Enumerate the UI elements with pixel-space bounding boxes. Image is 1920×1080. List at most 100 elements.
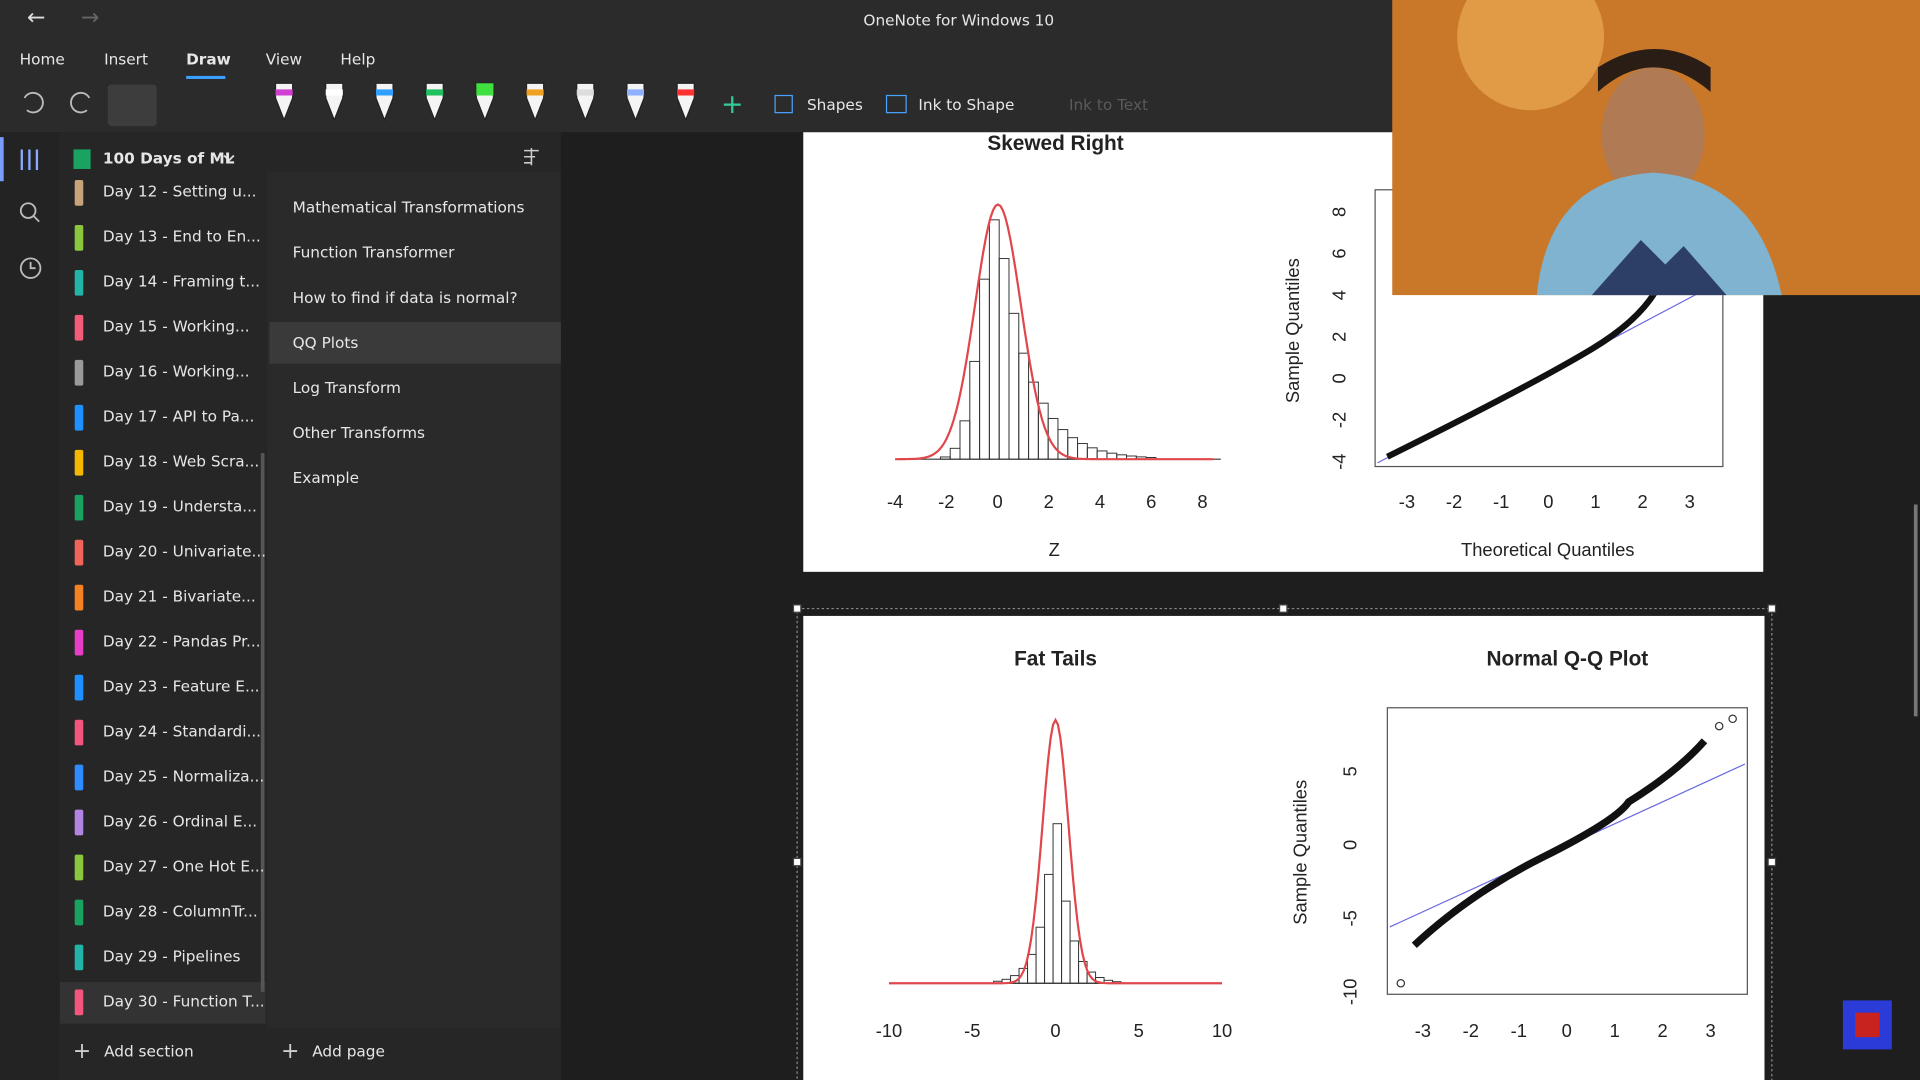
resize-handle[interactable]: [792, 604, 802, 613]
section-tab[interactable]: Day 13 - End to En...: [103, 228, 261, 246]
section-tab-color: [74, 404, 84, 431]
x-tick-label: -4: [887, 491, 903, 512]
resize-handle[interactable]: [1278, 604, 1288, 613]
density-curve: [895, 203, 1214, 461]
resize-handle[interactable]: [792, 857, 802, 867]
qq-outlier: [1714, 721, 1724, 731]
x-tick-label: 0: [992, 491, 1002, 512]
x-tick-label: 4: [1095, 491, 1105, 512]
qq-outlier: [1396, 978, 1406, 988]
page-tab[interactable]: Example: [293, 469, 359, 487]
x-tick-label: 1: [1590, 491, 1600, 512]
section-tab-color: [74, 314, 84, 341]
y-tick-label: -2: [1329, 412, 1350, 428]
section-tab-color: [74, 809, 84, 836]
section-tab[interactable]: Day 18 - Web Scra...: [103, 453, 259, 471]
x-tick-label: -3: [1399, 491, 1415, 512]
axis-label: Sample Quantiles: [1289, 780, 1310, 925]
image-fat-tails[interactable]: [803, 615, 1765, 1080]
forward-button: →: [81, 5, 99, 30]
y-tick-label: -5: [1340, 910, 1361, 926]
chart-title: Skewed Right: [987, 132, 1123, 155]
section-tab[interactable]: Day 26 - Ordinal E...: [103, 812, 257, 830]
section-tab[interactable]: Day 27 - One Hot E...: [103, 857, 265, 875]
section-tab[interactable]: Day 12 - Setting u...: [103, 183, 257, 201]
section-tab-color: [74, 989, 84, 1016]
add-section-button[interactable]: Add section: [104, 1042, 194, 1060]
page-tab[interactable]: Mathematical Transformations: [293, 199, 525, 217]
page-tab[interactable]: Function Transformer: [293, 244, 455, 262]
x-tick-label: -3: [1415, 1020, 1431, 1041]
section-tab-color: [74, 584, 84, 611]
page-tab[interactable]: QQ Plots: [293, 334, 359, 352]
add-pen[interactable]: +: [721, 89, 744, 120]
shapes-button[interactable]: Shapes: [807, 96, 863, 114]
section-tab[interactable]: Day 15 - Working...: [103, 318, 250, 336]
shapes-icon: [774, 94, 793, 114]
resize-handle[interactable]: [1767, 857, 1777, 867]
section-tab[interactable]: Day 29 - Pipelines: [103, 947, 241, 965]
menu-tab[interactable]: Help: [340, 50, 375, 68]
pen-color: [677, 89, 695, 96]
section-tab-color: [74, 629, 84, 656]
section-tab-color: [74, 224, 84, 251]
x-tick-label: 10: [1212, 1020, 1232, 1041]
back-button[interactable]: ←: [27, 5, 45, 30]
chart-title: Normal Q-Q Plot: [1486, 648, 1648, 671]
x-tick-label: -2: [1446, 491, 1462, 512]
section-tab-color: [74, 449, 84, 476]
x-tick-label: 8: [1197, 491, 1207, 512]
section-tab-color: [74, 269, 84, 296]
menu-tab[interactable]: Draw: [186, 50, 231, 68]
page-tab[interactable]: Other Transforms: [293, 424, 425, 442]
section-tab[interactable]: Day 23 - Feature E...: [103, 677, 260, 695]
x-tick-label: 0: [1050, 1020, 1060, 1041]
section-tab[interactable]: Day 25 - Normaliza...: [103, 767, 264, 785]
resize-handle[interactable]: [1767, 604, 1777, 613]
notebooks-icon[interactable]: |||: [18, 146, 41, 171]
x-tick-label: -1: [1493, 491, 1509, 512]
x-tick-label: -5: [964, 1020, 980, 1041]
section-tab[interactable]: Day 14 - Framing t...: [103, 273, 260, 291]
notebook-name[interactable]: 100 Days of ML: [103, 150, 235, 168]
ink-shape-icon: [885, 94, 907, 114]
y-tick-label: 0: [1340, 840, 1361, 850]
section-tab[interactable]: Day 24 - Standardi...: [103, 722, 261, 740]
page-tab[interactable]: Log Transform: [293, 379, 401, 397]
section-tab[interactable]: Day 17 - API to Pa...: [103, 408, 255, 426]
x-tick-label: -1: [1511, 1020, 1527, 1041]
ink-to-text-button: Ink to Text: [1069, 96, 1148, 114]
menu-tab[interactable]: View: [266, 50, 302, 68]
undo-redo[interactable]: [70, 91, 91, 114]
undo-redo[interactable]: [23, 91, 44, 114]
qq-points: [1385, 268, 1669, 460]
page-tab[interactable]: How to find if data is normal?: [293, 289, 518, 307]
y-tick-label: -4: [1329, 453, 1350, 469]
axis-label: Sample Quantiles: [1282, 258, 1303, 403]
section-tab[interactable]: Day 20 - Univariate...: [103, 543, 266, 561]
section-tab-color: [74, 494, 84, 521]
ink-to-shape-button[interactable]: Ink to Shape: [918, 96, 1014, 114]
x-tick-label: -2: [938, 491, 954, 512]
menu-tab[interactable]: Insert: [104, 50, 148, 68]
pen-color: [426, 89, 444, 96]
y-tick-label: 6: [1329, 248, 1350, 258]
section-tab[interactable]: Day 30 - Function T...: [103, 992, 265, 1010]
sort-button[interactable]: [524, 148, 539, 166]
search-icon[interactable]: [19, 202, 37, 219]
add-page-button[interactable]: Add page: [312, 1042, 385, 1060]
section-tab-color: [74, 539, 84, 566]
chart-title: Fat Tails: [1014, 648, 1097, 671]
pen-color: [375, 89, 394, 96]
section-tab[interactable]: Day 16 - Working...: [103, 363, 250, 381]
section-tab[interactable]: Day 21 - Bivariate...: [103, 588, 256, 606]
section-tab[interactable]: Day 19 - Understa...: [103, 498, 257, 516]
x-tick-label: 0: [1543, 491, 1553, 512]
section-tab[interactable]: Day 22 - Pandas Pr...: [103, 633, 261, 651]
pen-color: [526, 89, 544, 96]
section-tab[interactable]: Day 28 - ColumnTr...: [103, 902, 258, 920]
x-tick-label: 5: [1134, 1020, 1144, 1041]
menu-tab[interactable]: Home: [20, 50, 65, 68]
recent-icon[interactable]: [19, 257, 42, 279]
